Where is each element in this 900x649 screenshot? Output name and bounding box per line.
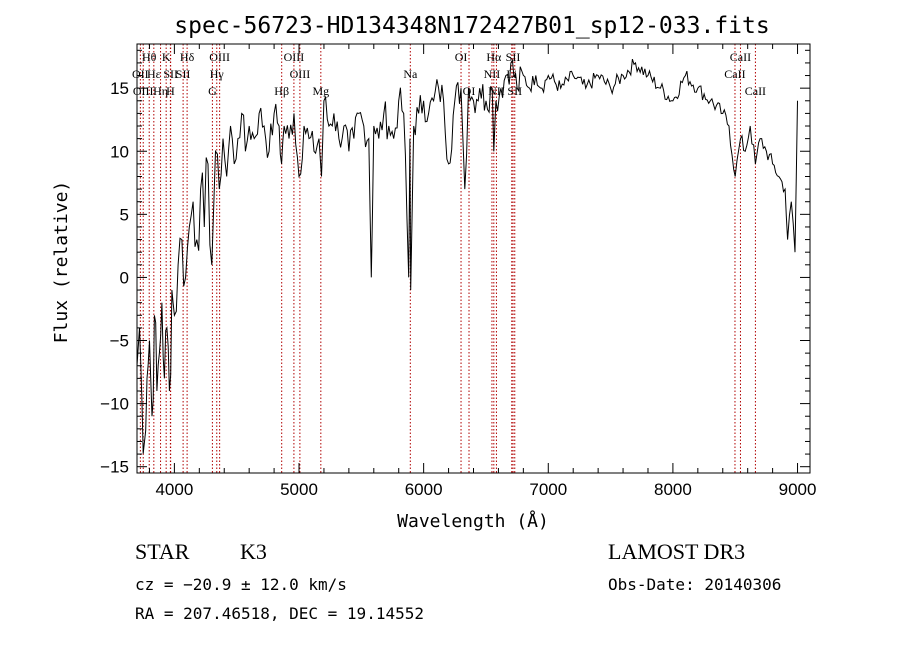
line-marker-label: Hδ: [180, 50, 195, 64]
line-marker-label: G: [208, 84, 217, 98]
line-marker-label: OIII: [284, 50, 305, 64]
line-marker-label: Mg: [312, 84, 329, 98]
y-tick-label: 10: [110, 142, 129, 161]
line-marker-label: Hβ: [274, 84, 289, 98]
line-marker-label: Hθ: [142, 50, 157, 64]
line-marker-label: Hγ: [210, 67, 225, 81]
line-marker-label: K: [162, 50, 171, 64]
line-marker-label: CaII: [730, 50, 751, 64]
spectrum-line: [136, 58, 798, 454]
line-marker-label: SII: [176, 67, 191, 81]
coordinates: RA = 207.46518, DEC = 19.14552: [135, 604, 424, 623]
x-axis-label: Wavelength (Å): [397, 510, 549, 532]
redshift-cz: cz = −20.9 ± 12.0 km/s: [135, 575, 347, 594]
x-tick-label: 9000: [779, 480, 817, 499]
line-marker-label: CaII: [745, 84, 766, 98]
obs-date: Obs-Date: 20140306: [608, 575, 781, 594]
line-marker-label: SII: [506, 50, 521, 64]
line-marker-label: SII: [163, 67, 178, 81]
line-markers: [139, 44, 756, 473]
y-tick-label: 15: [110, 79, 129, 98]
x-axis-ticks: 4000 5000 6000 7000 8000 9000: [148, 44, 817, 499]
plot-frame: [136, 43, 811, 474]
x-tick-label: 7000: [529, 480, 567, 499]
x-tick-label: 4000: [155, 480, 193, 499]
line-marker-label: OI: [455, 50, 468, 64]
line-marker-label: OII: [132, 67, 149, 81]
line-marker-label: OIII: [133, 84, 154, 98]
survey-name: LAMOST DR3: [608, 539, 745, 564]
line-marker-label: Li: [506, 67, 517, 81]
y-axis-ticks: −15 −10 −5 0 5 10 15: [100, 49, 810, 477]
object-subclass: K3: [240, 539, 267, 564]
line-marker-label: Na: [403, 67, 418, 81]
y-tick-label: −5: [110, 332, 129, 351]
line-marker-label: Hε: [147, 67, 161, 81]
x-tick-label: 5000: [280, 480, 318, 499]
y-tick-label: 0: [120, 268, 129, 287]
y-tick-label: 5: [120, 205, 129, 224]
line-marker-label: OIII: [209, 50, 230, 64]
y-tick-label: −10: [100, 395, 129, 414]
x-tick-label: 8000: [654, 480, 692, 499]
line-marker-label: Hη: [153, 84, 168, 98]
line-marker-label: H: [166, 84, 175, 98]
object-type: STAR: [135, 539, 190, 564]
line-marker-label: NII: [484, 67, 501, 81]
x-tick-label: 6000: [405, 480, 443, 499]
y-tick-label: −15: [100, 458, 129, 477]
line-marker-label: OIII: [290, 67, 311, 81]
plot-area-border: [136, 43, 811, 474]
line-marker-label: CaII: [724, 67, 745, 81]
line-marker-label: SII: [507, 84, 522, 98]
y-axis-label: Flux (relative): [51, 181, 72, 344]
chart-title: spec-56723-HD134348N172427B01_sp12-033.f…: [174, 13, 769, 39]
line-marker-label: Hα: [486, 50, 502, 64]
